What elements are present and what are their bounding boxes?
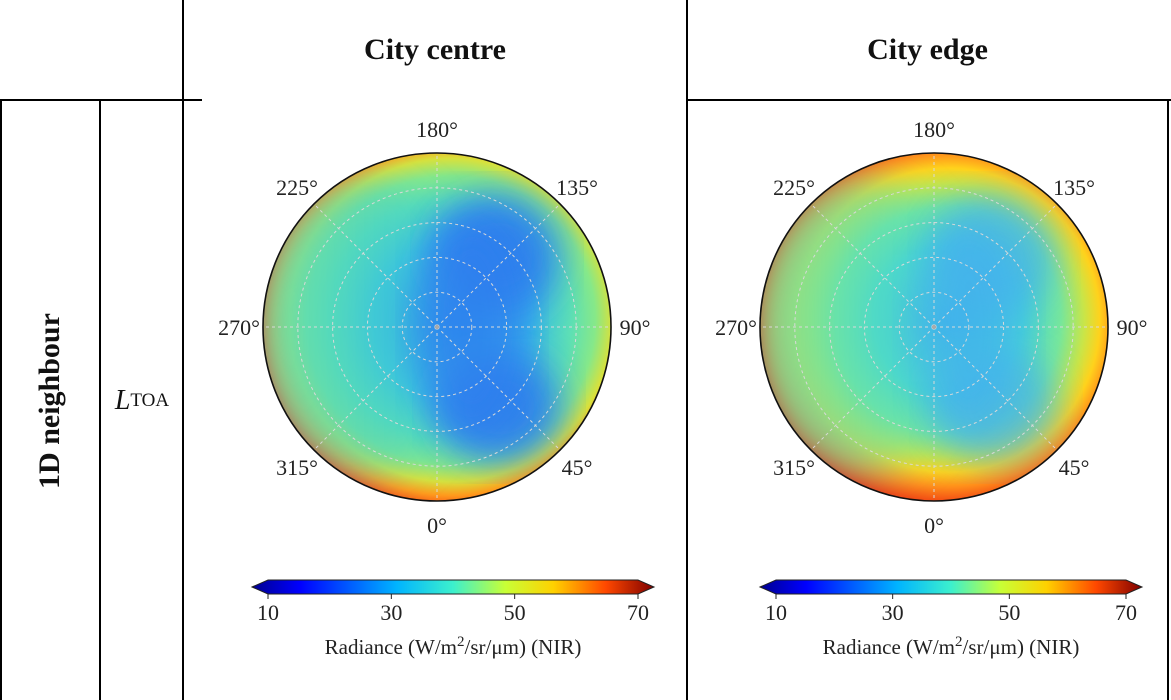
colorbar-title: Radiance (W/m2/sr/μm) (NIR) [325, 634, 582, 659]
colorbar-title: Radiance (W/m2/sr/μm) (NIR) [823, 634, 1080, 659]
angle-label-225: 225° [276, 175, 318, 200]
grid-spoke [933, 203, 1058, 328]
table-line-h-top-right [686, 99, 1171, 101]
table-line-v-label [182, 100, 184, 700]
table-line-h-top [0, 99, 202, 101]
colorbar-tick-label: 50 [998, 600, 1020, 625]
angle-label-90: 90° [1117, 315, 1148, 340]
angle-label-0: 0° [924, 513, 944, 538]
angle-label-45: 45° [562, 455, 593, 480]
colorbar [250, 579, 656, 595]
grid-spoke [313, 203, 438, 328]
angle-label-135: 135° [556, 175, 598, 200]
grid-ring [366, 256, 508, 398]
variable-label: L TOA [101, 101, 183, 700]
polar-outline [759, 152, 1109, 502]
grid-ring [898, 291, 970, 363]
angle-label-45: 45° [1059, 455, 1090, 480]
grid-spoke [313, 326, 438, 451]
row-label-text: 1D neighbour [33, 312, 66, 489]
colorbar [758, 579, 1144, 595]
table-line-v-right [1167, 100, 1169, 700]
column-header-city-centre: City centre [364, 33, 506, 66]
polar-plot-city-edge: 180° 135° 90° 45° 0° 315° 270° 225° 10 30 50 70 Radi… [715, 117, 1148, 659]
centre-point [435, 325, 439, 329]
centre-point [932, 325, 936, 329]
grid-spoke [810, 326, 935, 451]
table-line-v-mid-top [686, 0, 688, 101]
colorbar-tick-label: 30 [882, 600, 904, 625]
angle-label-135: 135° [1053, 175, 1095, 200]
angle-label-225: 225° [773, 175, 815, 200]
grid-spoke [810, 203, 935, 328]
colorbar-tick-label: 10 [765, 600, 787, 625]
table-line-v-right-of-label [182, 0, 184, 101]
grid-spoke [933, 326, 1058, 451]
grid-ring [401, 291, 473, 363]
angle-label-0: 0° [427, 513, 447, 538]
polar-outline [262, 152, 612, 502]
angle-label-180: 180° [416, 117, 458, 142]
colorbar-tick-label: 30 [380, 600, 402, 625]
colorbar-tick-label: 10 [257, 600, 279, 625]
grid-spoke [436, 203, 561, 328]
grid-ring [863, 256, 1005, 398]
variable-subscript: TOA [130, 389, 170, 411]
angle-label-315: 315° [773, 455, 815, 480]
angle-label-270: 270° [715, 315, 757, 340]
angle-label-270: 270° [218, 315, 260, 340]
angle-label-180: 180° [913, 117, 955, 142]
colorbar-tick-label: 70 [1115, 600, 1137, 625]
colorbar-tick-label: 50 [504, 600, 526, 625]
colorbar-tick-label: 70 [627, 600, 649, 625]
row-label: 1D neighbour [0, 101, 100, 700]
angle-label-90: 90° [620, 315, 651, 340]
table-line-v-mid [686, 100, 688, 700]
angle-label-315: 315° [276, 455, 318, 480]
grid-spoke [436, 326, 561, 451]
table-line-v-sub [99, 100, 101, 700]
polar-plot-city-centre: 180° 135° 90° 45° 0° 315° 270° 225° 10 30 50 70 Radi… [218, 117, 656, 659]
column-header-city-edge: City edge [867, 33, 988, 66]
table-line-v-left [0, 100, 2, 700]
variable-symbol: L [114, 384, 131, 416]
